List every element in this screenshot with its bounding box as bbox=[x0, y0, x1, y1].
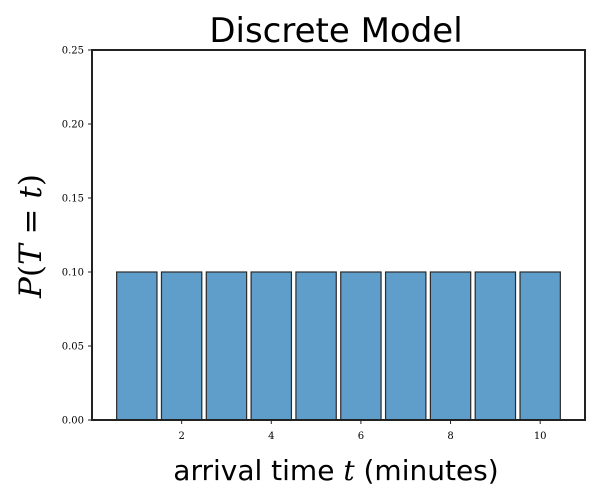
x-tick-label: 10 bbox=[534, 431, 547, 442]
x-ticks: 2 4 6 8 10 bbox=[178, 420, 547, 442]
y-axis-label-p: P bbox=[13, 276, 49, 299]
bar-4 bbox=[250, 271, 293, 421]
x-tick-label: 6 bbox=[358, 431, 364, 442]
y-tick-label: 0.15 bbox=[62, 194, 84, 205]
y-axis-label-t: t bbox=[13, 186, 49, 199]
y-axis-label-lparen: ( bbox=[13, 265, 49, 277]
bar-9 bbox=[474, 271, 517, 421]
y-tick-label: 0.10 bbox=[62, 268, 84, 279]
bar-10 bbox=[519, 271, 561, 421]
y-axis-label: P(T = t) bbox=[13, 174, 49, 299]
y-tick-label: 0.05 bbox=[62, 342, 84, 353]
x-tick-label: 8 bbox=[447, 431, 453, 442]
y-axis-label-rparen: ) bbox=[13, 174, 49, 186]
x-tick-label: 2 bbox=[178, 431, 184, 442]
bar-2 bbox=[160, 271, 203, 421]
y-tick-label: 0.20 bbox=[62, 120, 84, 131]
y-axis-label-eq: = bbox=[13, 199, 49, 245]
y-ticks: 0.00 0.05 0.10 0.15 0.20 0.25 bbox=[62, 46, 92, 427]
y-tick-label: 0.00 bbox=[62, 416, 84, 427]
bar-3 bbox=[205, 271, 248, 421]
x-axis-label-var: t bbox=[343, 454, 355, 487]
x-axis-label-pre: arrival time bbox=[173, 454, 343, 487]
bar-7 bbox=[384, 271, 427, 421]
x-tick-label: 4 bbox=[268, 431, 274, 442]
bar-6 bbox=[340, 271, 382, 421]
y-axis-label-T: T bbox=[13, 242, 49, 265]
bar-8 bbox=[429, 271, 472, 421]
bars-group bbox=[116, 271, 561, 421]
bar-1 bbox=[116, 271, 158, 421]
x-axis-label: arrival time t (minutes) bbox=[173, 454, 498, 487]
y-tick-label: 0.25 bbox=[62, 46, 84, 57]
plot-frame bbox=[91, 49, 586, 421]
x-axis-label-post: (minutes) bbox=[355, 454, 499, 487]
bar-5 bbox=[295, 271, 337, 421]
chart-title: Discrete Model bbox=[209, 11, 462, 51]
